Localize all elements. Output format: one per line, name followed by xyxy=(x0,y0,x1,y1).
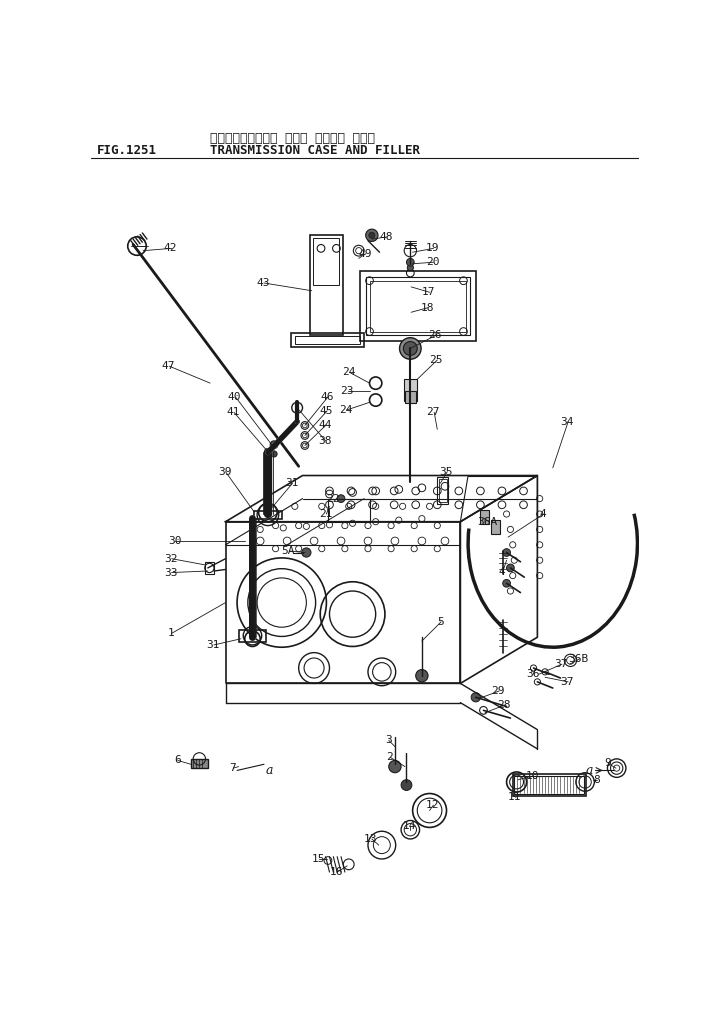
Circle shape xyxy=(337,494,345,502)
Text: 25: 25 xyxy=(429,355,443,365)
Circle shape xyxy=(389,760,401,772)
Bar xyxy=(239,630,266,642)
Text: 29: 29 xyxy=(491,686,505,697)
Circle shape xyxy=(366,229,378,242)
Text: 40: 40 xyxy=(228,392,241,402)
Bar xyxy=(437,477,448,504)
Text: 32: 32 xyxy=(164,554,177,564)
Circle shape xyxy=(471,693,481,702)
Text: FIG.1251: FIG.1251 xyxy=(97,145,157,158)
Text: 27: 27 xyxy=(426,407,440,418)
Text: 5A: 5A xyxy=(282,546,295,556)
Text: 24: 24 xyxy=(339,405,352,416)
Text: 10: 10 xyxy=(526,770,539,780)
Text: a: a xyxy=(585,764,593,776)
Bar xyxy=(480,511,489,524)
Bar xyxy=(313,239,340,284)
Circle shape xyxy=(407,265,414,271)
Text: 13: 13 xyxy=(364,834,377,844)
Circle shape xyxy=(407,259,414,266)
Bar xyxy=(513,774,586,796)
Text: 11: 11 xyxy=(508,793,522,803)
Text: 31: 31 xyxy=(285,478,298,488)
Bar xyxy=(491,521,501,534)
Text: 34: 34 xyxy=(560,417,574,427)
Text: 8: 8 xyxy=(594,774,600,785)
Text: 15: 15 xyxy=(312,854,325,864)
Bar xyxy=(404,379,417,400)
Text: 39: 39 xyxy=(218,467,231,476)
Circle shape xyxy=(401,779,412,791)
Text: 23: 23 xyxy=(340,386,354,396)
Text: 24: 24 xyxy=(342,367,355,377)
Circle shape xyxy=(404,342,417,356)
Circle shape xyxy=(369,233,375,239)
Circle shape xyxy=(270,441,278,449)
Bar xyxy=(360,272,476,341)
Bar xyxy=(310,236,342,336)
Bar xyxy=(205,562,214,574)
Text: 49: 49 xyxy=(358,249,372,259)
Bar xyxy=(191,759,208,768)
Text: 36A: 36A xyxy=(477,517,498,527)
Text: 3: 3 xyxy=(385,735,392,745)
Text: 28: 28 xyxy=(498,700,511,710)
Bar xyxy=(328,498,370,522)
Bar xyxy=(254,511,282,519)
Text: 21: 21 xyxy=(319,509,333,519)
Bar xyxy=(405,391,416,403)
Text: 44: 44 xyxy=(319,420,333,430)
Text: 1: 1 xyxy=(168,629,174,638)
Text: 20: 20 xyxy=(426,257,439,267)
Text: 12: 12 xyxy=(426,800,439,810)
Text: 7: 7 xyxy=(229,763,236,773)
Text: 41: 41 xyxy=(226,407,240,418)
Text: 26: 26 xyxy=(428,331,441,341)
Text: 19: 19 xyxy=(426,244,439,254)
Text: 33: 33 xyxy=(164,567,177,577)
Text: 37: 37 xyxy=(555,659,568,669)
Text: 2: 2 xyxy=(387,752,393,762)
Text: 6: 6 xyxy=(174,755,181,765)
Text: 16: 16 xyxy=(330,867,343,878)
Circle shape xyxy=(506,564,514,572)
Bar xyxy=(370,281,466,332)
Text: 38: 38 xyxy=(318,436,331,446)
Bar xyxy=(514,775,585,795)
Text: 22: 22 xyxy=(325,493,339,503)
Text: 4: 4 xyxy=(540,509,546,519)
Circle shape xyxy=(271,451,277,457)
Circle shape xyxy=(416,669,428,681)
Text: 48: 48 xyxy=(379,232,393,242)
Text: 45: 45 xyxy=(320,405,333,416)
Text: 5: 5 xyxy=(437,617,444,627)
Text: 9: 9 xyxy=(604,758,611,768)
Text: TRANSMISSION CASE AND FILLER: TRANSMISSION CASE AND FILLER xyxy=(210,145,420,158)
Text: 46: 46 xyxy=(320,392,334,402)
Text: 37: 37 xyxy=(560,677,574,686)
Circle shape xyxy=(503,549,511,556)
Circle shape xyxy=(399,338,421,359)
Bar xyxy=(291,333,364,347)
Circle shape xyxy=(503,579,511,587)
Text: 43: 43 xyxy=(256,278,270,288)
Circle shape xyxy=(302,548,311,557)
Text: 42: 42 xyxy=(164,244,177,254)
Text: 4: 4 xyxy=(499,567,506,576)
Text: 18: 18 xyxy=(420,302,434,312)
Text: トランスミッション ケース オヨビゝ フィラ: トランスミッション ケース オヨビゝ フィラ xyxy=(210,132,375,146)
Text: 30: 30 xyxy=(168,536,182,546)
Text: a: a xyxy=(266,764,273,776)
Text: 14: 14 xyxy=(402,821,416,831)
Bar xyxy=(295,336,360,344)
Bar xyxy=(367,277,470,336)
Text: 36: 36 xyxy=(526,669,539,679)
Text: 35: 35 xyxy=(439,467,453,476)
Text: 47: 47 xyxy=(162,361,175,371)
Text: 36B: 36B xyxy=(568,654,588,664)
Text: 17: 17 xyxy=(422,287,435,297)
Bar xyxy=(439,478,446,502)
Text: 31: 31 xyxy=(206,640,220,650)
